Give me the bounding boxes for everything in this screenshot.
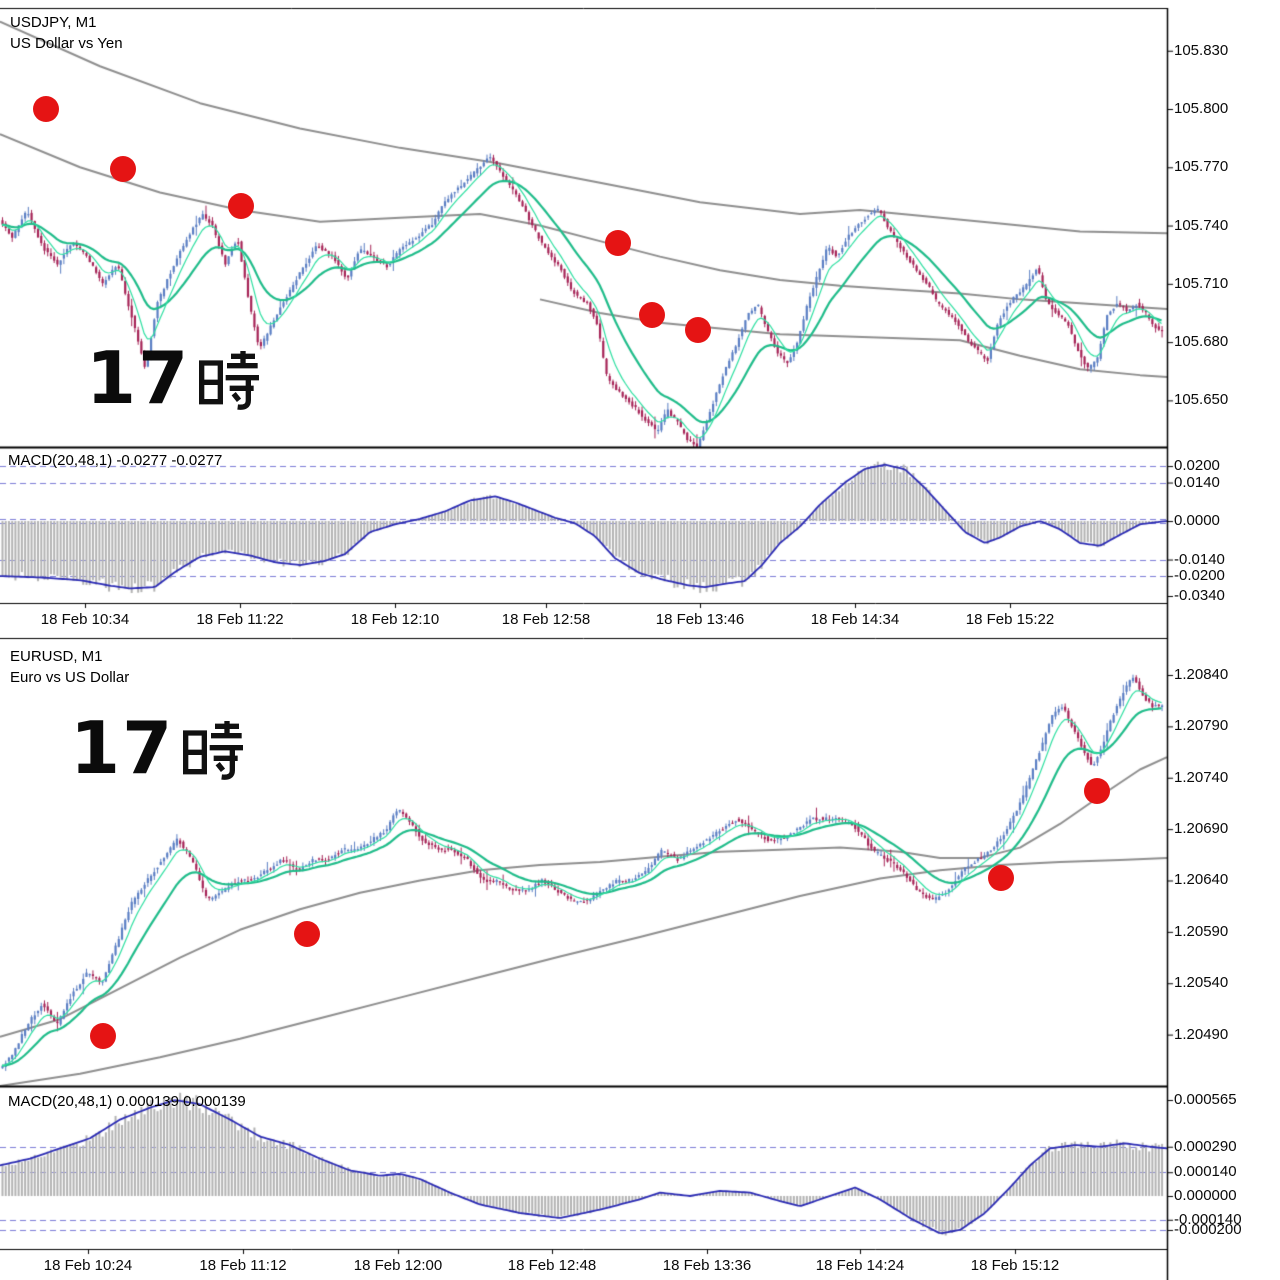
time-axis-label: 18 Feb 10:24 [43,1257,133,1274]
price-axis-label: 105.680 [1174,333,1229,351]
signal-dot [110,156,136,183]
time-axis-label: 18 Feb 14:24 [815,1257,905,1274]
price-axis-label: 1.20640 [1174,871,1229,889]
symbol-title-usdjpy: USDJPY, M1 US Dollar vs Yen [10,12,123,54]
macd-axis-label: 0.000565 [1174,1091,1237,1109]
macd-axis-label: 0.000290 [1174,1137,1237,1155]
kanji-toki-icon [183,721,244,780]
macd-header-eurusd: MACD(20,48,1) 0.000139 0.000139 [8,1093,246,1110]
price-axis-label: 1.20790 [1174,717,1229,735]
annotation-17ji-eurusd: 17 [70,706,244,790]
signal-dot [294,920,320,947]
signal-dot [90,1022,116,1049]
signal-dot [685,317,711,344]
macd-axis-label: 0.0000 [1174,512,1220,530]
price-axis-label: 1.20740 [1174,768,1229,786]
time-axis-label: 18 Feb 12:58 [501,611,591,628]
price-axis-label: 1.20690 [1174,820,1229,838]
macd-axis-label: -0.0140 [1174,550,1225,568]
macd-axis-label: -0.000200 [1174,1220,1242,1238]
macd-axis-label: -0.0340 [1174,587,1225,604]
time-axis-label: 18 Feb 12:00 [353,1257,443,1274]
macd-axis-label: 0.0200 [1174,457,1220,475]
macd-axis-label: 0.0140 [1174,473,1220,491]
price-axis-label: 1.20490 [1174,1025,1229,1043]
price-axis-label: 105.830 [1174,41,1229,59]
macd-axis-label: -0.0200 [1174,567,1225,585]
macd-axis-label: -0.000140 [1174,1210,1242,1228]
symbol-desc-eurusd: Euro vs US Dollar [10,669,130,686]
price-axis-label: 1.20840 [1174,665,1229,683]
time-axis-label: 18 Feb 11:12 [199,1257,287,1274]
signal-dot [1084,778,1110,805]
price-axis-label: 105.650 [1174,391,1229,409]
price-axis-label: 1.20590 [1174,922,1229,940]
price-axis-label: 105.710 [1174,274,1229,292]
price-axis-label: 105.800 [1174,100,1229,117]
signal-dot [228,193,254,220]
price-axis-label: 105.770 [1174,158,1229,176]
time-axis-label: 18 Feb 15:22 [965,611,1055,628]
time-axis-label: 18 Feb 12:10 [350,611,440,628]
symbol-title-eurusd: EURUSD, M1 Euro vs US Dollar [10,646,129,688]
time-axis-label: 18 Feb 15:12 [970,1257,1060,1274]
symbol-name-eurusd: EURUSD, M1 [10,648,103,665]
signal-dot [988,865,1014,892]
time-axis-label: 18 Feb 12:48 [507,1257,597,1274]
kanji-toki-icon [199,351,260,410]
time-axis-label: 18 Feb 13:46 [655,611,745,628]
time-axis-label: 18 Feb 13:36 [662,1257,752,1274]
symbol-name-usdjpy: USDJPY, M1 [10,14,97,31]
time-axis-label: 18 Feb 10:34 [40,611,130,628]
time-axis-label: 18 Feb 14:34 [810,611,900,628]
signal-dot [33,96,59,122]
annotation-number: 17 [86,336,191,420]
signal-dot [605,230,631,257]
macd-axis-label: 0.000140 [1174,1163,1237,1181]
macd-header-usdjpy: MACD(20,48,1) -0.0277 -0.0277 [8,452,223,469]
annotation-17ji-usdjpy: 17 [86,336,260,420]
symbol-desc-usdjpy: US Dollar vs Yen [10,35,123,52]
signal-dot [639,301,665,328]
time-axis-label: 18 Feb 11:22 [196,611,284,628]
annotation-number: 17 [70,706,175,790]
price-axis-label: 1.20540 [1174,974,1229,992]
macd-axis-label: 0.000000 [1174,1187,1237,1204]
price-axis-label: 105.740 [1174,216,1229,234]
